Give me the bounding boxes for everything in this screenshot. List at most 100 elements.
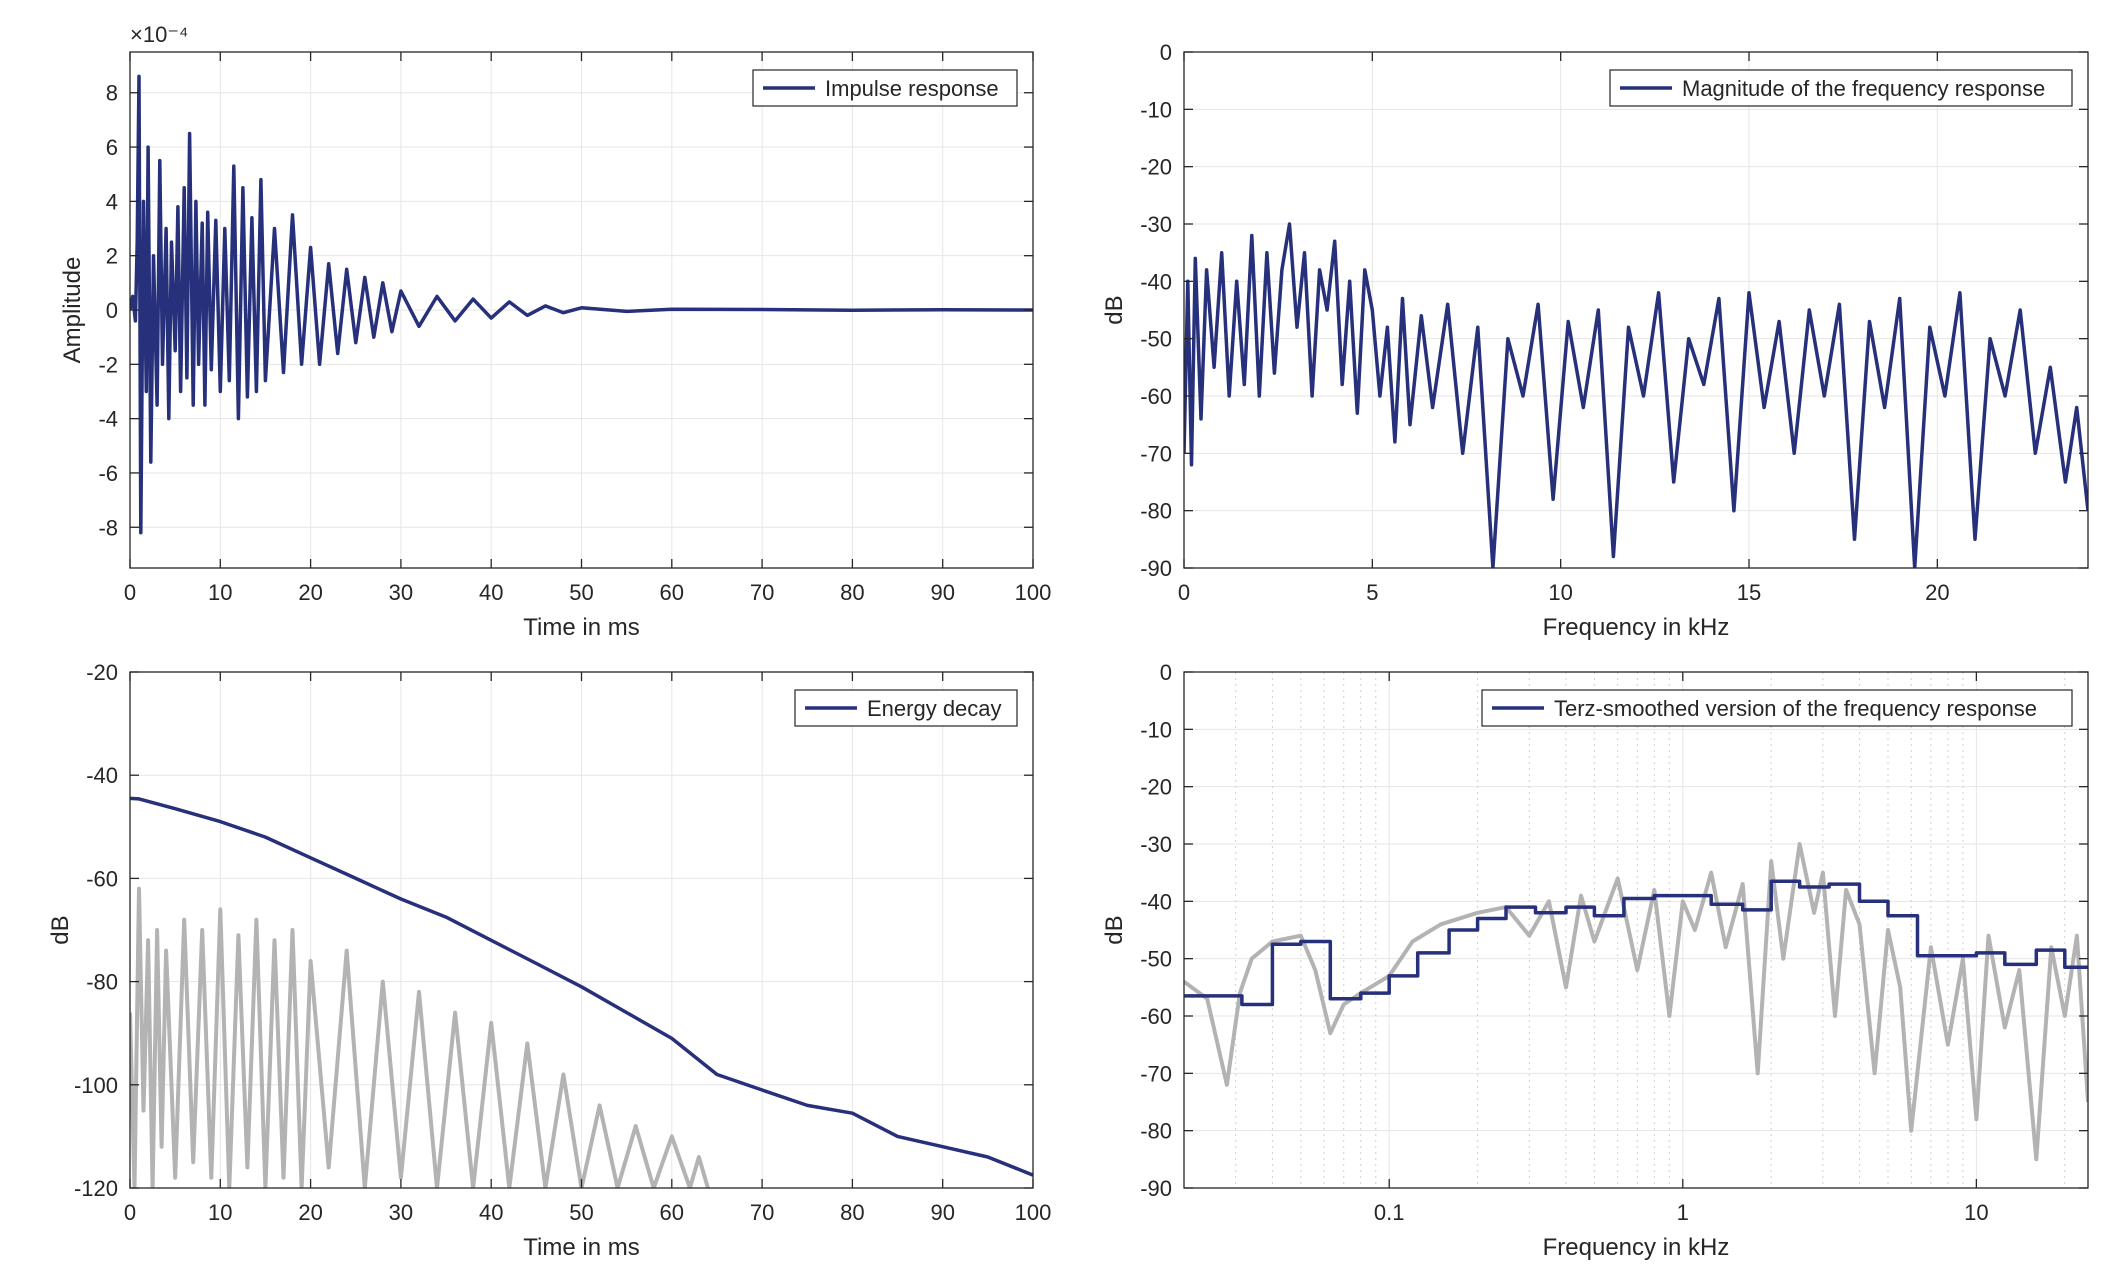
energy-x-tick-label: 30 (389, 1200, 413, 1225)
energy-series-0-line (130, 796, 1033, 1177)
magnitude-y-tick-label: -90 (1140, 556, 1172, 581)
terz-x-tick-label: 1 (1677, 1200, 1689, 1225)
impulse-x-tick-label: 90 (930, 580, 954, 605)
terz-ticks (1184, 671, 2088, 1189)
energy-legend-box (794, 689, 1018, 727)
terz-x-axis-label: Frequency in kHz (1543, 1234, 1730, 1261)
magnitude-y-tick-label: -40 (1140, 269, 1172, 294)
impulse-x-tick-label: 10 (208, 580, 232, 605)
magnitude-legend-box (1609, 69, 2073, 107)
impulse-y-tick-label: -2 (98, 352, 118, 377)
impulse-x-axis-label: Time in ms (523, 614, 639, 641)
chart-energy: 0 10 20 30 40 50 60 70 80 90 100 -20 -40 -60 -80 -100 -1… (47, 660, 1051, 1261)
energy-x-tick-label: 60 (660, 1200, 684, 1225)
magnitude-y-tick-label: -10 (1140, 97, 1172, 122)
energy-ticks (129, 671, 1034, 1189)
energy-x-tick-label: 80 (840, 1200, 864, 1225)
impulse-y-tick-label: -8 (98, 515, 118, 540)
terz-series-1-line (1184, 842, 2088, 1162)
terz-y-tick-label: -40 (1140, 889, 1172, 914)
energy-x-tick-label: 90 (930, 1200, 954, 1225)
impulse-y-tick-label: 8 (106, 81, 118, 106)
chart-magnitude: 0 5 10 15 20 0 -10 -20 -30 -40 -50 -60 -70 -80 -90 Freq… (1101, 40, 2089, 641)
impulse-y-tick-label: -4 (98, 407, 118, 432)
terz-y-tick-label: -90 (1140, 1176, 1172, 1201)
magnitude-plot-area (1184, 52, 2088, 568)
magnitude-y-tick-label: 0 (1160, 40, 1172, 65)
terz-y-tick-label: -70 (1140, 1061, 1172, 1086)
terz-x-tick-label: 0.1 (1374, 1200, 1405, 1225)
terz-y-tick-label: -60 (1140, 1004, 1172, 1029)
impulse-y-axis-label: Amplitude (59, 257, 86, 364)
magnitude-legend-label: Magnitude of the frequency response (1682, 76, 2045, 101)
energy-x-tick-label: 100 (1015, 1200, 1052, 1225)
impulse-x-tick-label: 20 (298, 580, 322, 605)
terz-y-tick-label: -80 (1140, 1119, 1172, 1144)
impulse-series-0-line (130, 74, 1033, 535)
energy-x-tick-label: 70 (750, 1200, 774, 1225)
impulse-y-tick-label: 6 (106, 135, 118, 160)
magnitude-x-tick-label: 5 (1366, 580, 1378, 605)
magnitude-y-tick-label: -70 (1140, 441, 1172, 466)
energy-data (130, 796, 1033, 1188)
magnitude-x-tick-label: 20 (1925, 580, 1949, 605)
terz-x-tick-label: 10 (1964, 1200, 1988, 1225)
terz-y-tick-label: -20 (1140, 775, 1172, 800)
energy-legend-label: Energy decay (867, 696, 1002, 721)
terz-legend-label: Terz-smoothed version of the frequency r… (1554, 696, 2037, 721)
energy-legend: Energy decay (794, 689, 1018, 727)
magnitude-y-tick-label: -50 (1140, 327, 1172, 352)
impulse-x-tick-label: 100 (1015, 580, 1052, 605)
chart-impulse: 0 10 20 30 40 50 60 70 80 90 100 -8 -6 -4 -2 0 2 4 6 8 Time … (59, 22, 1051, 641)
energy-x-tick-label: 40 (479, 1200, 503, 1225)
impulse-x-tick-label: 30 (389, 580, 413, 605)
impulse-y-tick-label: 0 (106, 298, 118, 323)
energy-x-axis-label: Time in ms (523, 1234, 639, 1261)
energy-y-tick-label: -40 (86, 763, 118, 788)
magnitude-y-axis-label: dB (1101, 295, 1128, 324)
chart-panels: 0 10 20 30 40 50 60 70 80 90 100-8-6-4-202468Time … (47, 22, 2089, 1261)
terz-data (1184, 842, 2088, 1162)
magnitude-y-tick-label: -30 (1140, 212, 1172, 237)
energy-y-tick-label: -120 (74, 1176, 118, 1201)
energy-y-tick-label: -60 (86, 866, 118, 891)
impulse-legend-label: Impulse response (825, 76, 999, 101)
impulse-legend: Impulse response (752, 69, 1018, 107)
magnitude-x-tick-label: 15 (1737, 580, 1761, 605)
magnitude-data (1184, 222, 2088, 568)
magnitude-y-tick-label: -60 (1140, 384, 1172, 409)
magnitude-x-axis-label: Frequency in kHz (1543, 614, 1730, 641)
magnitude-axes-box (1183, 51, 2089, 569)
terz-series-0-line (1184, 879, 2088, 1007)
magnitude-y-tick-label: -20 (1140, 155, 1172, 180)
impulse-y-tick-label: 2 (106, 244, 118, 269)
terz-y-tick-label: -30 (1140, 832, 1172, 857)
energy-x-tick-label: 10 (208, 1200, 232, 1225)
magnitude-x-tick-label: 0 (1178, 580, 1190, 605)
impulse-x-tick-label: 70 (750, 580, 774, 605)
magnitude-x-tick-label: 10 (1548, 580, 1572, 605)
impulse-y-tick-label: 4 (106, 189, 118, 214)
terz-y-tick-label: -50 (1140, 947, 1172, 972)
energy-y-axis-label: dB (47, 915, 74, 944)
magnitude-y-tick-label: -80 (1140, 499, 1172, 524)
terz-legend-box (1481, 689, 2073, 727)
energy-y-tick-label: -100 (74, 1073, 118, 1098)
impulse-x-tick-label: 50 (569, 580, 593, 605)
terz-plot-area (1184, 672, 2088, 1188)
terz-y-tick-label: 0 (1160, 660, 1172, 685)
energy-y-tick-label: -20 (86, 660, 118, 685)
impulse-data (130, 74, 1033, 535)
impulse-x-tick-label: 60 (660, 580, 684, 605)
impulse-x-tick-label: 80 (840, 580, 864, 605)
impulse-x-tick-label: 0 (124, 580, 136, 605)
magnitude-ticks (1183, 51, 2088, 569)
energy-x-tick-label: 50 (569, 1200, 593, 1225)
impulse-x-tick-label: 40 (479, 580, 503, 605)
magnitude-series-0-line (1184, 222, 2088, 568)
energy-series-1-line (130, 886, 710, 1188)
energy-x-tick-label: 20 (298, 1200, 322, 1225)
terz-y-axis-label: dB (1101, 915, 1128, 944)
terz-y-tick-label: -10 (1140, 717, 1172, 742)
